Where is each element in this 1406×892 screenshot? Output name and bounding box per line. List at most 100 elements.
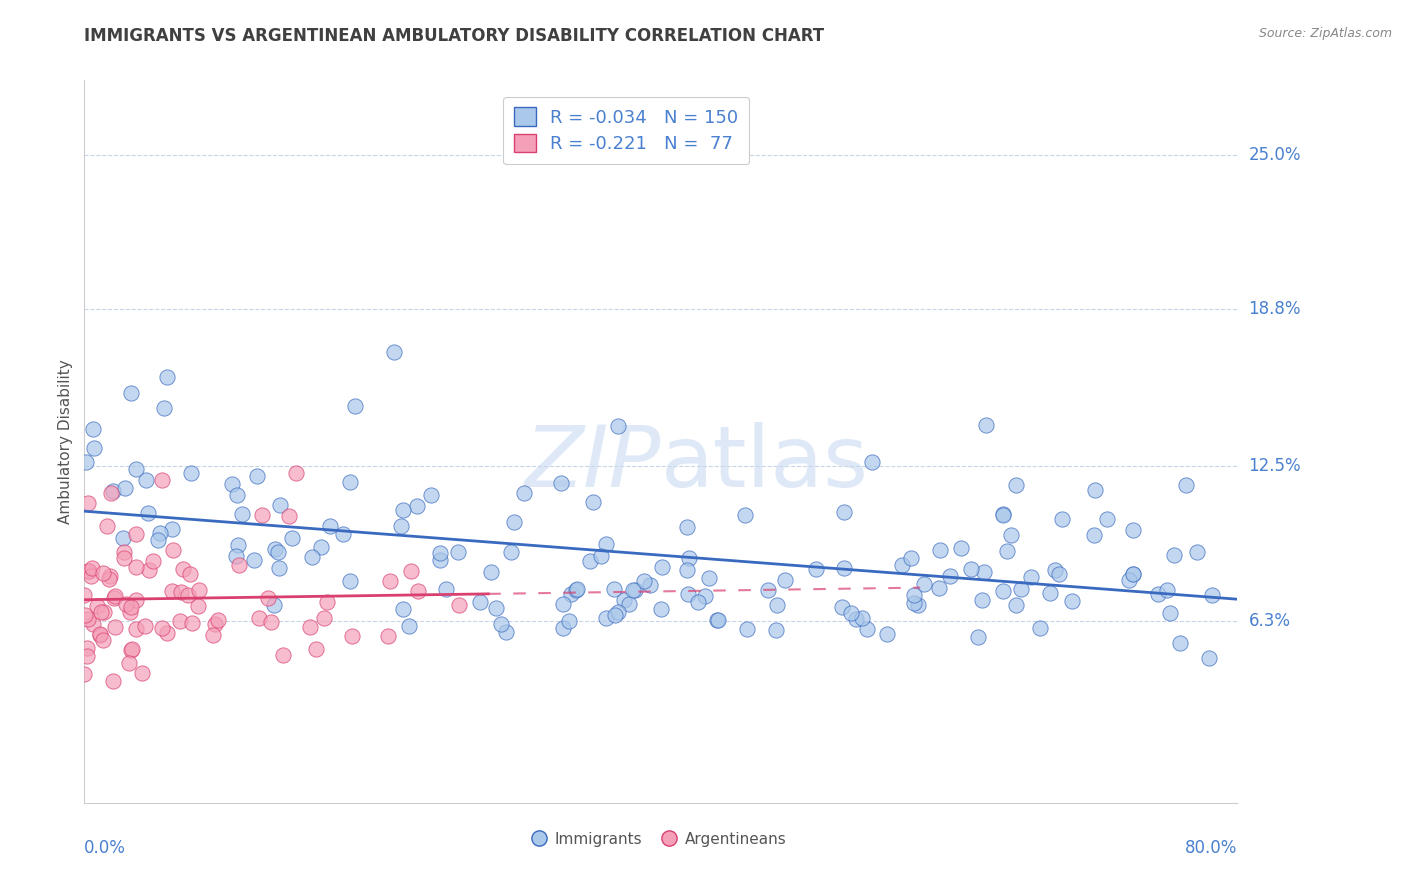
Point [605,607,627,622]
Point [734,508,756,522]
Point [633,574,655,589]
Point [1084,483,1107,497]
Point [226,538,249,552]
Point [1047,567,1070,582]
Point [1043,563,1066,577]
Point [676,587,699,601]
Text: 6.3%: 6.3% [1249,612,1291,630]
Point [449,598,471,612]
Point [156,626,179,640]
Point [149,526,172,541]
Text: 25.0%: 25.0% [1249,146,1301,164]
Point [267,545,290,559]
Point [638,578,661,592]
Point [1004,598,1026,612]
Point [114,481,136,495]
Point [86,599,108,613]
Point [181,615,204,630]
Point [1201,588,1223,602]
Point [512,486,534,500]
Point [551,597,574,611]
Point [104,589,127,603]
Point [1159,607,1181,621]
Point [392,602,415,616]
Point [263,598,285,612]
Point [613,593,636,607]
Point [156,369,179,384]
Point [73,667,96,681]
Point [1168,636,1191,650]
Point [76,496,98,510]
Point [389,519,412,533]
Point [551,621,574,635]
Point [138,564,160,578]
Point [602,582,624,596]
Point [398,619,420,633]
Point [891,558,914,573]
Point [204,617,226,632]
Point [907,598,929,612]
Point [170,585,193,599]
Point [1156,582,1178,597]
Point [447,545,470,559]
Point [688,595,710,609]
Point [1174,477,1197,491]
Point [80,561,103,575]
Point [172,562,194,576]
Point [550,476,572,491]
Point [928,581,950,595]
Point [125,462,148,476]
Point [617,597,640,611]
Point [706,613,728,627]
Point [125,592,148,607]
Point [150,621,173,635]
Point [485,600,508,615]
Text: IMMIGRANTS VS ARGENTINEAN AMBULATORY DISABILITY CORRELATION CHART: IMMIGRANTS VS ARGENTINEAN AMBULATORY DIS… [84,27,824,45]
Point [309,540,332,554]
Point [903,588,925,602]
Point [103,591,125,606]
Point [495,625,517,640]
Point [845,612,868,626]
Point [118,605,141,619]
Point [112,551,135,566]
Point [470,595,492,609]
Point [305,641,328,656]
Point [876,627,898,641]
Point [429,553,451,567]
Point [93,605,115,619]
Point [247,611,270,625]
Point [285,466,308,480]
Point [1028,621,1050,635]
Point [773,573,796,587]
Point [560,587,582,601]
Point [112,545,135,559]
Point [479,565,502,579]
Point [756,583,779,598]
Point [966,630,988,644]
Point [120,600,142,615]
Point [900,550,922,565]
Point [221,476,243,491]
Point [153,401,176,416]
Point [82,616,104,631]
Point [96,518,118,533]
Point [162,543,184,558]
Point [125,527,148,541]
Point [120,386,142,401]
Point [928,543,950,558]
Point [312,611,335,625]
Point [565,583,588,598]
Point [339,475,361,489]
Point [991,584,1014,599]
Point [100,486,122,500]
Point [434,582,457,597]
Text: ZIP: ZIP [524,422,661,505]
Point [256,591,278,606]
Point [277,508,299,523]
Point [938,569,960,583]
Point [991,508,1014,522]
Point [429,546,451,560]
Point [1004,477,1026,491]
Point [765,623,787,637]
